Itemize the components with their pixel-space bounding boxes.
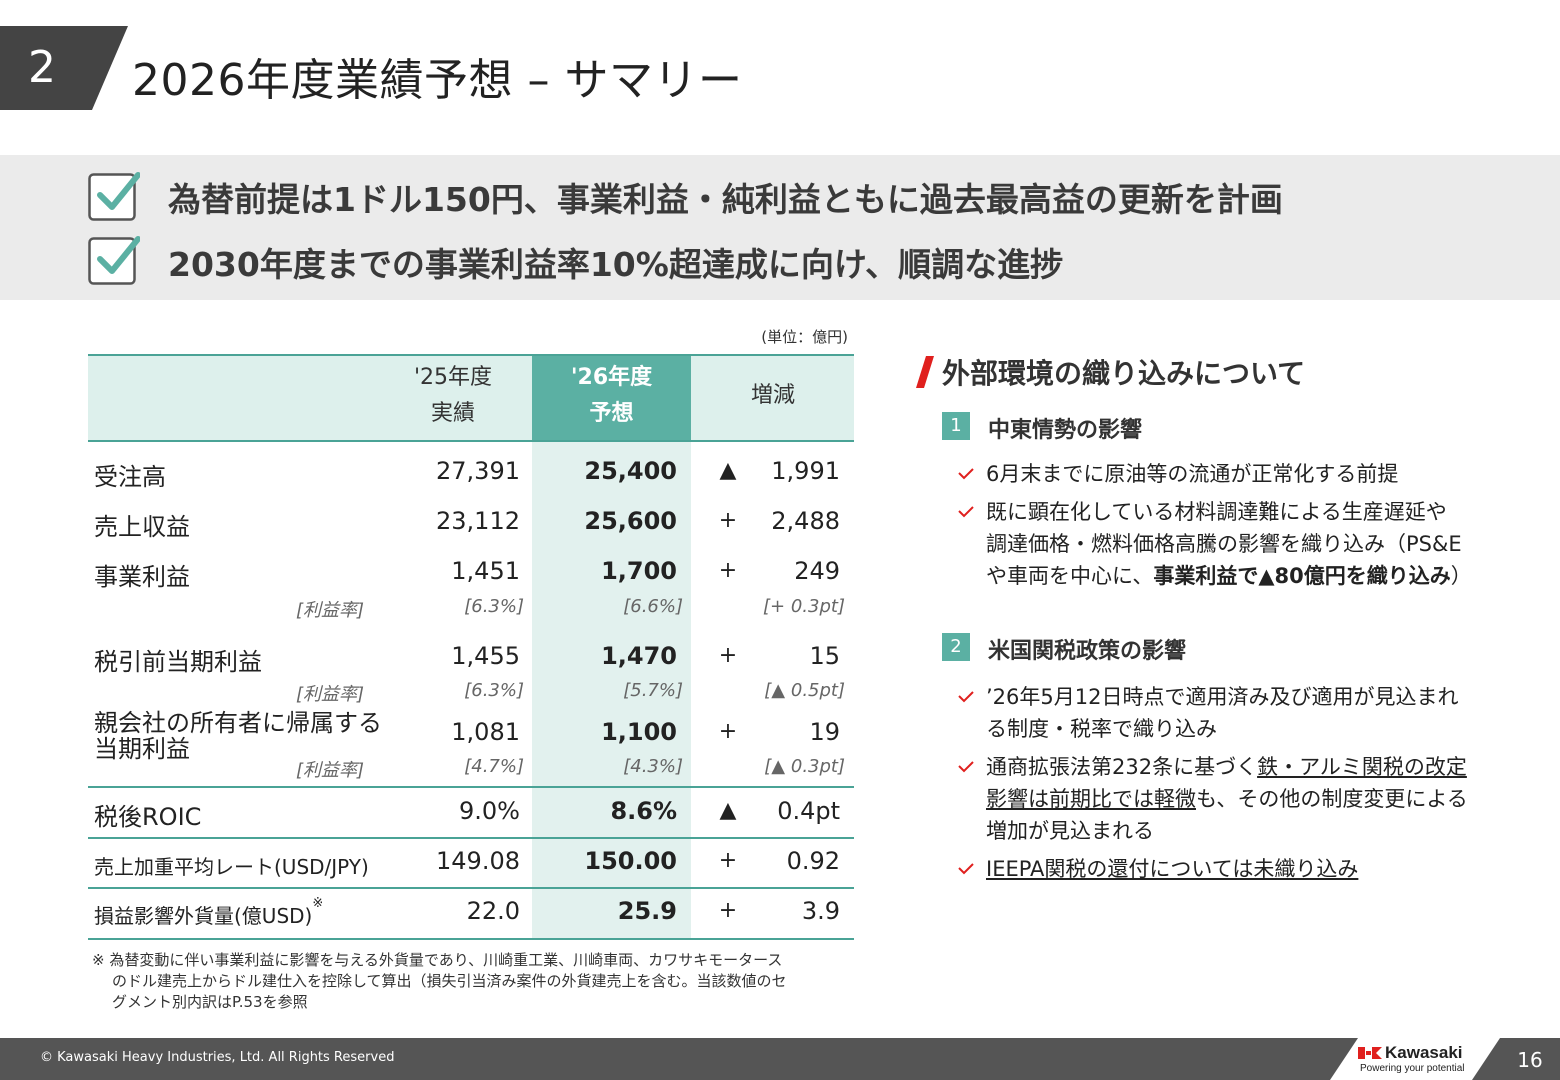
cell-forecast: 25.9 [617, 897, 677, 925]
list-item: ’26年5月12日時点で適用済み及び適用が見込まれ る制度・税率で織り込み [958, 681, 1498, 745]
row-label: 税引前当期利益 [94, 648, 262, 676]
table-footnote: ※ 為替変動に伴い事業利益に影響を与える外貨量であり、川崎重工業、川崎車両、カワ… [92, 951, 787, 1011]
copyright: © Kawasaki Heavy Industries, Ltd. All Ri… [40, 1050, 395, 1065]
cell-sign: + [718, 643, 738, 668]
cell-forecast: 1,470 [601, 642, 677, 670]
cell-diff: 249 [794, 557, 840, 585]
row-label: 損益影響外貨量(億USD)※ [94, 896, 324, 928]
row-label: 税後ROIC [94, 803, 202, 831]
margin-diff: [▲ 0.5pt] [764, 680, 845, 701]
margin-actual: [4.7%] [464, 756, 524, 777]
margin-label: [利益率] [295, 600, 364, 621]
check-icon [958, 506, 974, 518]
cell-diff: 0.92 [786, 847, 840, 875]
logo-tagline: Powering your potential [1360, 1063, 1465, 1074]
forecast-column-highlight [532, 441, 691, 940]
section-number: 2 [28, 42, 56, 93]
cell-diff: 1,991 [771, 457, 840, 485]
footer-bar [0, 1038, 1560, 1080]
cell-forecast: 1,700 [601, 557, 677, 585]
margin-forecast: [5.7%] [623, 680, 683, 701]
list-item: 通商拡張法第232条に基づく鉄・アルミ関税の改定 影響は前期比では軽微も、その他の… [958, 751, 1498, 847]
highlight-2: 2030年度までの事業利益率10%超達成に向け、順調な進捗 [168, 245, 1064, 284]
cell-actual: 23,112 [436, 507, 520, 535]
cell-actual: 27,391 [436, 457, 520, 485]
cell-diff: 15 [809, 642, 840, 670]
highlight-band: 為替前提は1ドル150円、事業利益・純利益ともに過去最高益の更新を計画 2030… [0, 155, 1560, 300]
kawasaki-logo: Kawasaki [1385, 1043, 1463, 1062]
cell-diff: 0.4pt [777, 797, 840, 825]
checkbox-checked-icon [88, 172, 140, 221]
row-label: 売上収益 [94, 513, 190, 541]
cell-sign: + [718, 898, 738, 923]
cell-forecast: 150.00 [584, 847, 677, 875]
cell-actual: 1,455 [451, 642, 520, 670]
list-item: 既に顕在化している材料調達難による生産遅延や 調達価格・燃料価格高騰の影響を織り込… [958, 496, 1498, 592]
unit-label: (単位：億円) [761, 328, 848, 346]
margin-diff: [+ 0.3pt] [763, 596, 845, 617]
cell-sign: + [718, 719, 738, 744]
margin-forecast: [4.3%] [623, 756, 683, 777]
kawasaki-logo-mark-icon [1358, 1047, 1382, 1059]
row-label: 親会社の所有者に帰属する 当期利益 [94, 709, 382, 763]
check-icon [958, 761, 974, 773]
cell-sign: + [718, 508, 738, 533]
cell-actual: 1,451 [451, 557, 520, 585]
margin-diff: [▲ 0.3pt] [764, 756, 845, 777]
cell-sign: + [718, 848, 738, 873]
cell-forecast: 8.6% [610, 797, 677, 825]
section-2-heading: 米国関税政策の影響 [988, 639, 1187, 664]
highlight-1: 為替前提は1ドル150円、事業利益・純利益ともに過去最高益の更新を計画 [168, 180, 1283, 219]
margin-actual: [6.3%] [464, 680, 524, 701]
header-actual: '25年度 実績 [413, 365, 493, 426]
right-panel-title: 外部環境の織り込みについて [942, 357, 1306, 390]
cell-diff: 3.9 [801, 897, 840, 925]
check-icon [958, 468, 974, 480]
margin-label: [利益率] [295, 760, 364, 781]
list-item: 6月末までに原油等の流通が正常化する前提 [958, 458, 1498, 490]
header-diff: 増減 [750, 383, 795, 408]
page-number: 16 [1517, 1048, 1543, 1072]
red-slash-icon [916, 356, 934, 388]
check-icon [958, 863, 974, 875]
margin-label: [利益率] [295, 684, 364, 705]
section-1-number: 1 [942, 412, 970, 440]
cell-actual: 9.0% [459, 797, 520, 825]
cell-forecast: 25,400 [584, 457, 677, 485]
forecast-header-highlight [532, 354, 691, 441]
cell-diff: 2,488 [771, 507, 840, 535]
cell-forecast: 25,600 [584, 507, 677, 535]
cell-actual: 22.0 [466, 897, 520, 925]
row-label: 売上加重平均レート(USD/JPY) [94, 855, 369, 879]
table-header [88, 354, 854, 441]
cell-actual: 149.08 [436, 847, 520, 875]
section-2-number: 2 [942, 633, 970, 661]
header-forecast: '26年度 予想 [570, 365, 653, 426]
list-item: IEEPA関税の還付については未織り込み [958, 853, 1498, 885]
check-icon [958, 691, 974, 703]
row-label: 受注高 [94, 463, 166, 491]
checkbox-checked-icon [88, 236, 140, 285]
cell-diff: 19 [809, 718, 840, 746]
page-title: 2026年度業績予想 – サマリー [132, 55, 743, 106]
cell-sign: ▲ [719, 798, 737, 823]
cell-sign: + [718, 558, 738, 583]
forecast-table: '25年度 実績 '26年度 予想 増減 受注高 27,391 25,400 ▲ 1… [88, 354, 854, 940]
cell-sign: ▲ [719, 458, 737, 483]
margin-forecast: [6.6%] [623, 596, 683, 617]
margin-actual: [6.3%] [464, 596, 524, 617]
cell-forecast: 1,100 [601, 718, 677, 746]
row-label: 事業利益 [94, 563, 190, 591]
cell-actual: 1,081 [451, 718, 520, 746]
section-1-heading: 中東情勢の影響 [988, 418, 1143, 443]
section-number-badge [0, 26, 128, 110]
